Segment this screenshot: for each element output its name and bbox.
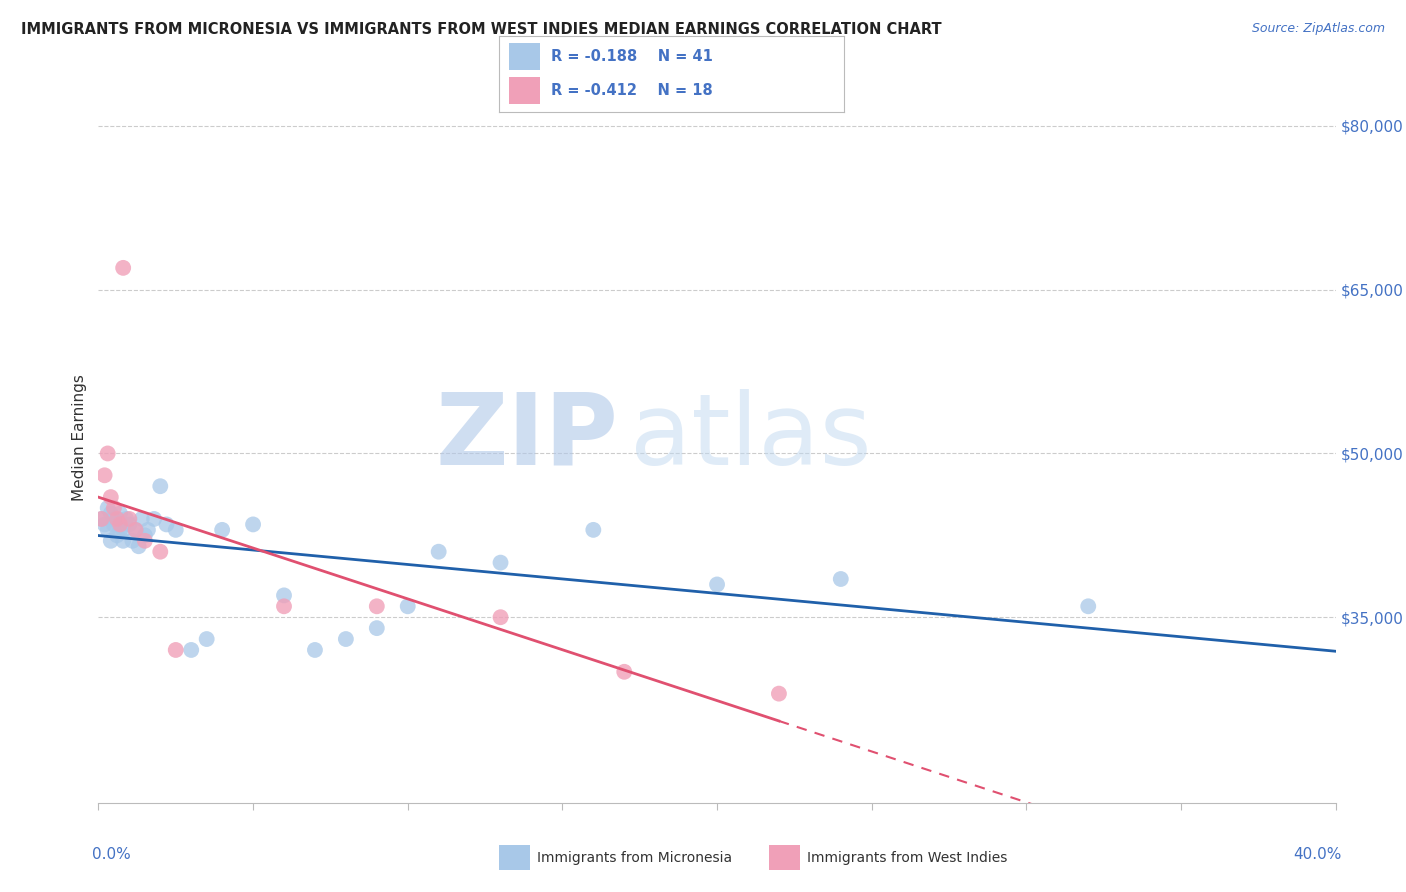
Point <box>242 517 264 532</box>
Text: atlas: atlas <box>630 389 872 485</box>
Point <box>366 621 388 635</box>
Point <box>1077 599 1099 614</box>
Point <box>90 512 112 526</box>
Point <box>143 512 166 526</box>
Point <box>112 260 135 275</box>
Point <box>396 599 419 614</box>
Point <box>100 507 122 521</box>
Point <box>97 446 120 460</box>
Text: R = -0.412    N = 18: R = -0.412 N = 18 <box>551 83 713 98</box>
Point <box>134 533 156 548</box>
Point <box>489 610 512 624</box>
Point <box>149 479 172 493</box>
Text: Immigrants from Micronesia: Immigrants from Micronesia <box>537 851 733 865</box>
Point <box>103 517 125 532</box>
Point <box>100 490 122 504</box>
Point <box>97 523 120 537</box>
Point <box>273 588 295 602</box>
Point <box>112 523 135 537</box>
Point <box>613 665 636 679</box>
Point <box>93 468 115 483</box>
Point <box>124 523 146 537</box>
Point <box>180 643 202 657</box>
Point <box>128 539 150 553</box>
Point <box>103 501 125 516</box>
Point <box>105 512 128 526</box>
Bar <box>509 43 540 70</box>
Point <box>118 512 141 526</box>
Point <box>97 501 120 516</box>
Point <box>830 572 852 586</box>
Point <box>131 512 153 526</box>
Point <box>304 643 326 657</box>
Point <box>427 545 450 559</box>
Point <box>105 528 128 542</box>
Text: Source: ZipAtlas.com: Source: ZipAtlas.com <box>1251 22 1385 36</box>
Text: Immigrants from West Indies: Immigrants from West Indies <box>807 851 1008 865</box>
Point <box>165 643 187 657</box>
Point <box>93 517 115 532</box>
Point <box>90 512 112 526</box>
Point <box>124 523 146 537</box>
Point <box>136 523 159 537</box>
Text: IMMIGRANTS FROM MICRONESIA VS IMMIGRANTS FROM WEST INDIES MEDIAN EARNINGS CORREL: IMMIGRANTS FROM MICRONESIA VS IMMIGRANTS… <box>21 22 942 37</box>
Point <box>112 533 135 548</box>
Point <box>108 507 131 521</box>
Point <box>100 533 122 548</box>
Point <box>768 687 790 701</box>
Point <box>211 523 233 537</box>
Text: 40.0%: 40.0% <box>1294 847 1341 862</box>
Point <box>706 577 728 591</box>
Point <box>103 512 125 526</box>
Point <box>108 523 131 537</box>
Point <box>165 523 187 537</box>
Point <box>115 512 138 526</box>
Point <box>335 632 357 646</box>
Point <box>134 528 156 542</box>
Point <box>118 517 141 532</box>
Text: 0.0%: 0.0% <box>93 847 131 862</box>
Point <box>366 599 388 614</box>
Point <box>273 599 295 614</box>
Point <box>105 512 128 526</box>
Point <box>155 517 177 532</box>
Point <box>108 517 131 532</box>
Bar <box>509 78 540 104</box>
Point <box>195 632 218 646</box>
Text: ZIP: ZIP <box>436 389 619 485</box>
Text: R = -0.188    N = 41: R = -0.188 N = 41 <box>551 49 713 63</box>
Point <box>489 556 512 570</box>
Point <box>149 545 172 559</box>
Point <box>121 533 143 548</box>
Point <box>582 523 605 537</box>
Y-axis label: Median Earnings: Median Earnings <box>72 374 87 500</box>
